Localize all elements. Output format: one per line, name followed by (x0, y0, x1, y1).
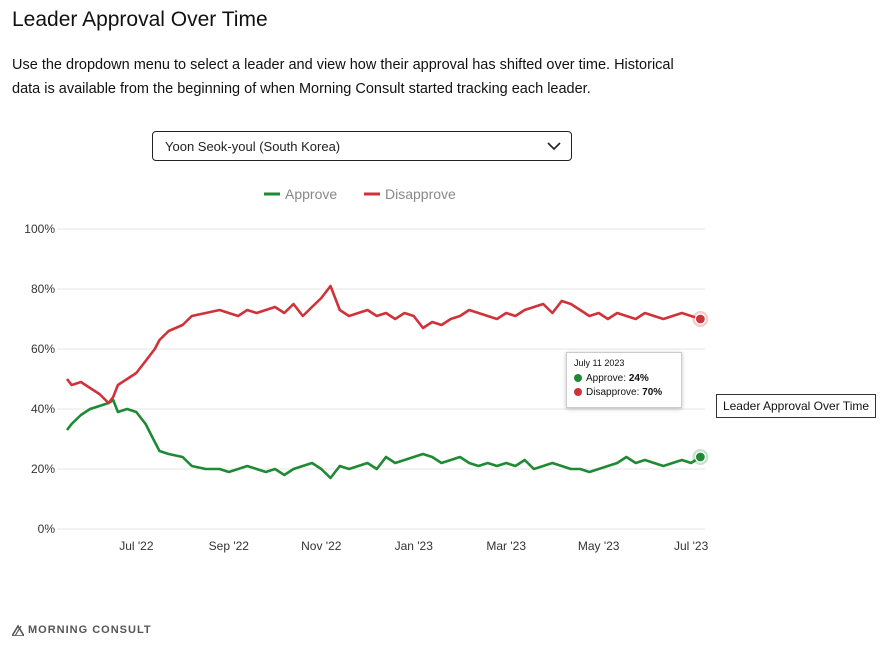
tooltip-disapprove-value: 70% (642, 386, 663, 398)
x-tick-label: Mar '23 (486, 539, 526, 553)
brand-logo: MORNING CONSULT (12, 624, 152, 636)
tooltip-date: July 11 2023 (574, 358, 625, 368)
x-tick-label: Nov '22 (301, 539, 342, 553)
morning-consult-logo-icon (12, 624, 24, 636)
brand-name: MORNING CONSULT (28, 624, 152, 636)
series-end-point[interactable] (694, 451, 706, 463)
leader-dropdown[interactable]: Yoon Seok-youl (South Korea) (152, 131, 572, 161)
series-line-disapprove (65, 284, 701, 405)
series-line-approve (65, 398, 702, 480)
tooltip-disapprove-row: Disapprove: 70% (574, 385, 674, 399)
chart-series (65, 284, 702, 480)
x-tick-label: Jul '23 (674, 539, 709, 553)
chart-side-label: Leader Approval Over Time (716, 394, 876, 418)
approval-chart: Approve Disapprove 0% 20% 40% 60% 80% 100% Jul… (24, 186, 709, 553)
y-tick-label: 40% (31, 402, 55, 416)
x-tick-label: Sep '22 (209, 539, 250, 553)
legend-entry[interactable]: Disapprove (385, 186, 456, 202)
x-axis: Jul '22 Sep '22 Nov '22 Jan '23 Mar '23 May '… (119, 539, 708, 553)
tooltip-approve-row: Approve: 24% (574, 371, 674, 385)
y-axis: 0% 20% 40% 60% 80% 100% (24, 222, 55, 536)
y-tick-label: 0% (38, 522, 56, 536)
y-tick-label: 80% (31, 282, 55, 296)
x-tick-label: Jan '23 (395, 539, 434, 553)
y-tick-label: 20% (31, 462, 55, 476)
approve-dot-icon (574, 374, 582, 382)
x-tick-label: Jul '22 (119, 539, 154, 553)
y-tick-label: 60% (31, 342, 55, 356)
y-tick-label: 100% (24, 222, 55, 236)
chart-legend: Approve Disapprove (264, 186, 456, 202)
page-description: Use the dropdown menu to select a leader… (12, 57, 674, 97)
x-tick-label: May '23 (578, 539, 620, 553)
series-end-point[interactable] (694, 313, 706, 325)
chart-markers (692, 311, 709, 465)
tooltip-disapprove-label: Disapprove: (586, 386, 640, 398)
disapprove-dot-icon (574, 388, 582, 396)
page-title: Leader Approval Over Time (12, 8, 268, 31)
chevron-down-icon (547, 142, 561, 151)
leader-dropdown-value: Yoon Seok-youl (South Korea) (165, 139, 341, 154)
tooltip-approve-label: Approve: (586, 372, 627, 384)
legend-entry[interactable]: Approve (285, 186, 337, 202)
chart-grid (57, 228, 705, 530)
chart-tooltip: July 11 2023 Approve: 24% Disapprove: 70… (566, 352, 682, 408)
tooltip-approve-value: 24% (628, 372, 649, 384)
